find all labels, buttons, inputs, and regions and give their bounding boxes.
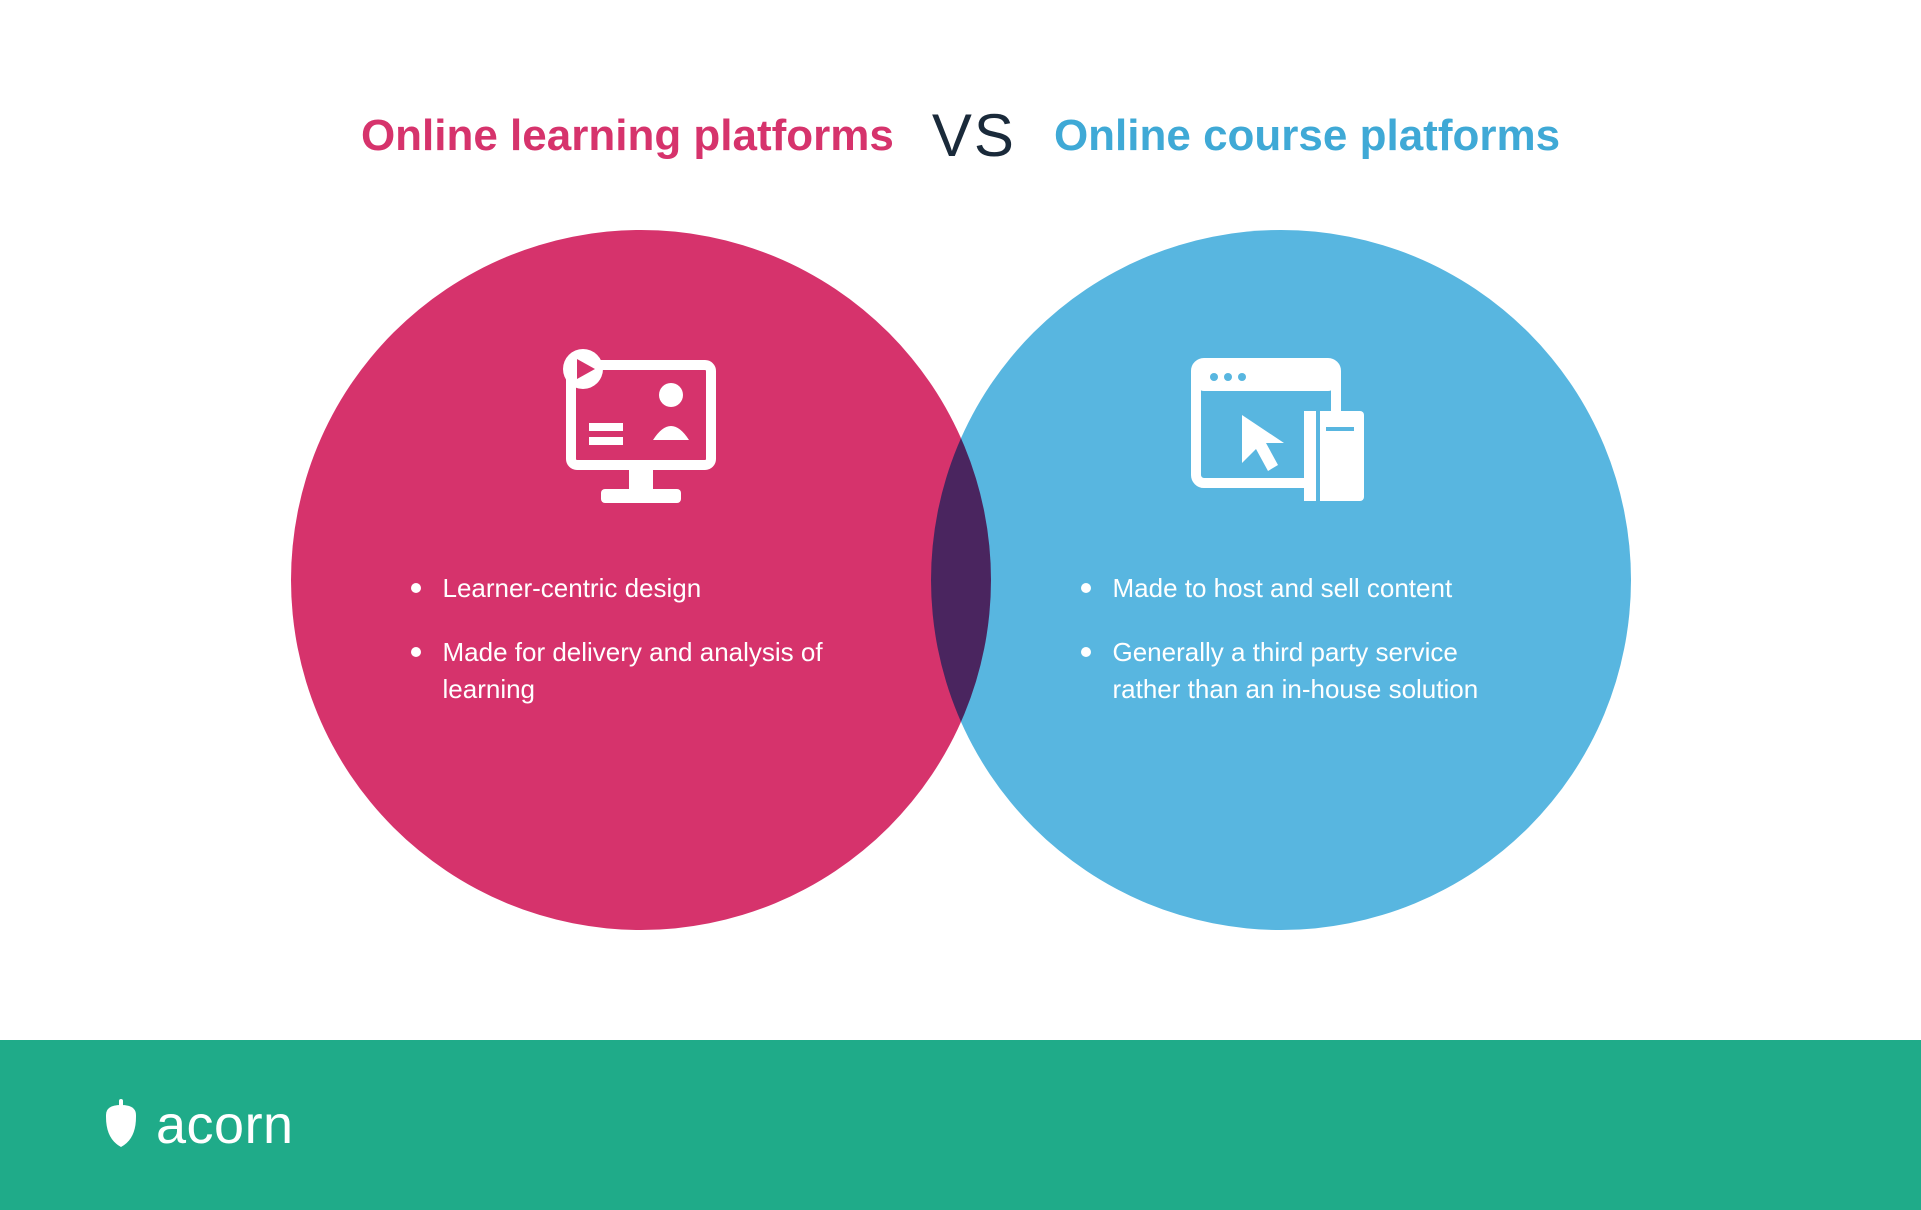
browser-book-icon bbox=[1176, 340, 1386, 530]
acorn-icon bbox=[100, 1099, 142, 1152]
right-bullet-list: Made to host and sell content Generally … bbox=[1051, 570, 1511, 735]
vs-label: VS bbox=[932, 101, 1016, 170]
list-item: Made for delivery and analysis of learni… bbox=[411, 634, 871, 709]
list-item: Learner-centric design bbox=[411, 570, 871, 608]
left-title: Online learning platforms bbox=[361, 111, 894, 161]
right-title: Online course platforms bbox=[1054, 111, 1560, 161]
brand-text: acorn bbox=[156, 1094, 294, 1156]
left-bullet-list: Learner-centric design Made for delivery… bbox=[411, 570, 871, 735]
footer-bar: acorn bbox=[0, 1040, 1921, 1210]
venn-right-content: Made to host and sell content Generally … bbox=[931, 230, 1631, 930]
monitor-play-icon bbox=[541, 340, 741, 530]
comparison-header: Online learning platforms VS Online cour… bbox=[0, 95, 1921, 164]
list-item: Generally a third party service rather t… bbox=[1081, 634, 1511, 709]
brand-logo: acorn bbox=[100, 1094, 294, 1156]
venn-left-content: Learner-centric design Made for delivery… bbox=[291, 230, 991, 930]
list-item: Made to host and sell content bbox=[1081, 570, 1511, 608]
venn-diagram: Learner-centric design Made for delivery… bbox=[291, 230, 1631, 930]
